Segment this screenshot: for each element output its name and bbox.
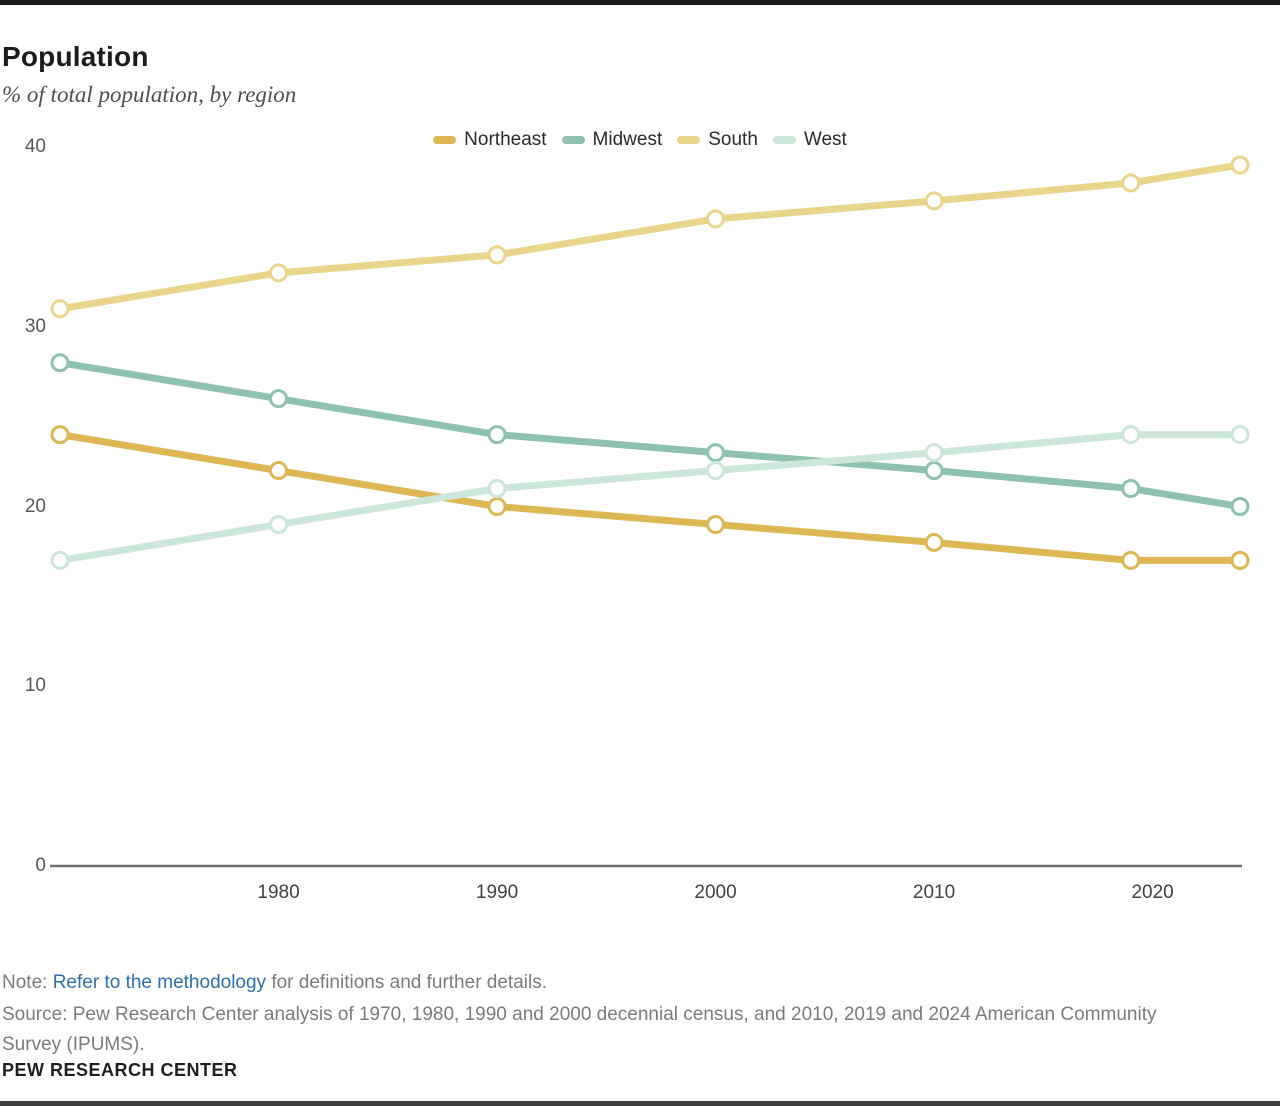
legend-label: Midwest: [592, 129, 663, 150]
x-tick-label: 1990: [475, 882, 519, 903]
data-point-marker-west: [487, 479, 507, 499]
data-point-marker-south: [706, 209, 726, 229]
legend-swatch-icon: [561, 136, 585, 144]
x-tick-label: 2020: [1131, 882, 1174, 903]
legend-item-south: South: [677, 129, 758, 151]
legend-item-west: West: [772, 129, 847, 151]
legend-item-midwest: Midwest: [561, 129, 663, 151]
data-point-marker-midwest: [706, 443, 726, 463]
data-point-marker-south: [269, 263, 289, 283]
x-tick-label: 2000: [694, 882, 737, 903]
data-point-marker-west: [1230, 425, 1250, 445]
series-line-west: [59, 431, 1240, 564]
legend-swatch-icon: [772, 136, 796, 144]
note-text: Note: Refer to the methodology for defin…: [2, 970, 547, 995]
series-line-south: [59, 161, 1241, 313]
y-tick-label: 0: [35, 855, 46, 876]
data-point-marker-west: [1121, 425, 1141, 445]
data-point-marker-midwest: [487, 425, 507, 445]
data-point-marker-midwest: [1121, 479, 1141, 499]
x-tick-label: 1980: [257, 882, 300, 903]
data-point-marker-northeast: [487, 497, 507, 516]
legend-item-northeast: Northeast: [433, 129, 547, 151]
note-suffix: for definitions and further details.: [266, 972, 547, 993]
methodology-link[interactable]: Refer to the methodology: [52, 972, 267, 993]
data-point-marker-midwest: [50, 353, 70, 373]
y-tick-label: 10: [24, 675, 46, 697]
data-point-marker-midwest: [269, 389, 289, 409]
data-point-marker-west: [269, 514, 289, 534]
legend-swatch-icon: [677, 136, 701, 144]
chart-subtitle: % of total population, by region: [2, 82, 297, 107]
y-tick-label: 40: [24, 136, 46, 157]
bottom-accent-bar: [0, 1101, 1280, 1106]
page-title: Population: [2, 40, 149, 72]
legend-label: West: [803, 129, 847, 150]
legend-label: Northeast: [464, 129, 547, 150]
data-point-marker-west: [50, 550, 70, 570]
pew-research-center-wordmark: PEW RESEARCH CENTER: [2, 1060, 238, 1080]
data-point-marker-northeast: [269, 461, 289, 481]
data-point-marker-south: [924, 191, 944, 211]
source-text: Source: Pew Research Center analysis of …: [2, 1004, 1157, 1055]
legend-swatch-icon: [433, 136, 457, 144]
series-line-midwest: [59, 359, 1241, 510]
data-point-marker-west: [924, 443, 944, 463]
legend-label: South: [708, 129, 758, 150]
data-point-marker-northeast: [50, 425, 70, 445]
note-prefix: Note:: [2, 972, 53, 993]
data-point-marker-northeast: [924, 532, 944, 552]
top-accent-bar: [0, 0, 1280, 5]
data-point-marker-midwest: [1230, 497, 1250, 516]
x-tick-label: 2010: [912, 882, 956, 903]
data-point-marker-west: [706, 461, 726, 481]
data-point-marker-south: [487, 245, 507, 265]
chart-legend: Northeast Midwest South West: [0, 129, 1280, 151]
data-point-marker-northeast: [1230, 550, 1250, 570]
data-point-marker-northeast: [706, 514, 726, 534]
y-tick-label: 20: [24, 495, 46, 517]
data-point-marker-northeast: [1121, 550, 1141, 570]
data-point-marker-midwest: [924, 461, 944, 481]
y-tick-label: 30: [24, 315, 46, 337]
data-point-marker-south: [50, 299, 70, 319]
data-point-marker-south: [1121, 173, 1141, 193]
series-line-northeast: [59, 431, 1240, 564]
data-point-marker-south: [1230, 155, 1250, 175]
